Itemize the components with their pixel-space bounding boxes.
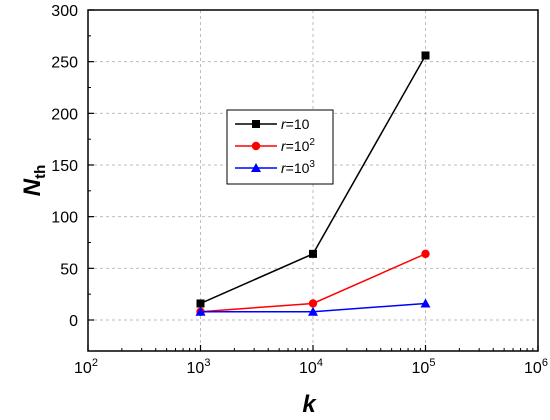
x-tick-label: 105 — [412, 357, 436, 377]
y-axis-title: Nth — [19, 165, 49, 197]
legend-marker — [251, 141, 261, 151]
data-point — [196, 299, 205, 308]
x-tick-label: 103 — [187, 357, 211, 377]
y-tick-label: 200 — [51, 106, 78, 123]
axis-ticks: 102 103 104 105 106 0 50 100 150 200 250 300 — [51, 3, 548, 377]
data-point — [421, 51, 430, 60]
data-point — [308, 299, 318, 308]
data-point — [421, 249, 430, 259]
y-tick-label: 50 — [60, 261, 78, 278]
series-3 — [195, 298, 431, 316]
data-point — [420, 298, 431, 308]
legend: r=10 r=102 r=103 — [226, 109, 334, 185]
series-1 — [196, 51, 430, 308]
series-layer — [195, 51, 431, 316]
y-tick-label: 250 — [51, 55, 78, 72]
data-point — [308, 306, 318, 316]
axis-titles: k Nth — [19, 165, 317, 418]
y-tick-label: 150 — [51, 158, 78, 175]
data-point — [309, 249, 317, 258]
legend-label: r=10 — [281, 116, 310, 132]
y-tick-label: 0 — [69, 313, 78, 330]
legend-marker — [252, 120, 260, 128]
legend-box — [226, 109, 334, 185]
x-tick-label: 106 — [524, 357, 548, 377]
x-tick-label: 102 — [74, 357, 98, 377]
y-tick-label: 300 — [51, 3, 78, 20]
x-tick-label: 104 — [299, 357, 323, 377]
legend-marker — [251, 163, 261, 172]
data-point — [195, 306, 206, 316]
y-tick-label: 100 — [51, 210, 78, 227]
legend-label: r=102 — [281, 137, 315, 154]
legend-label: r=103 — [281, 159, 315, 176]
x-axis-title: k — [302, 391, 317, 418]
